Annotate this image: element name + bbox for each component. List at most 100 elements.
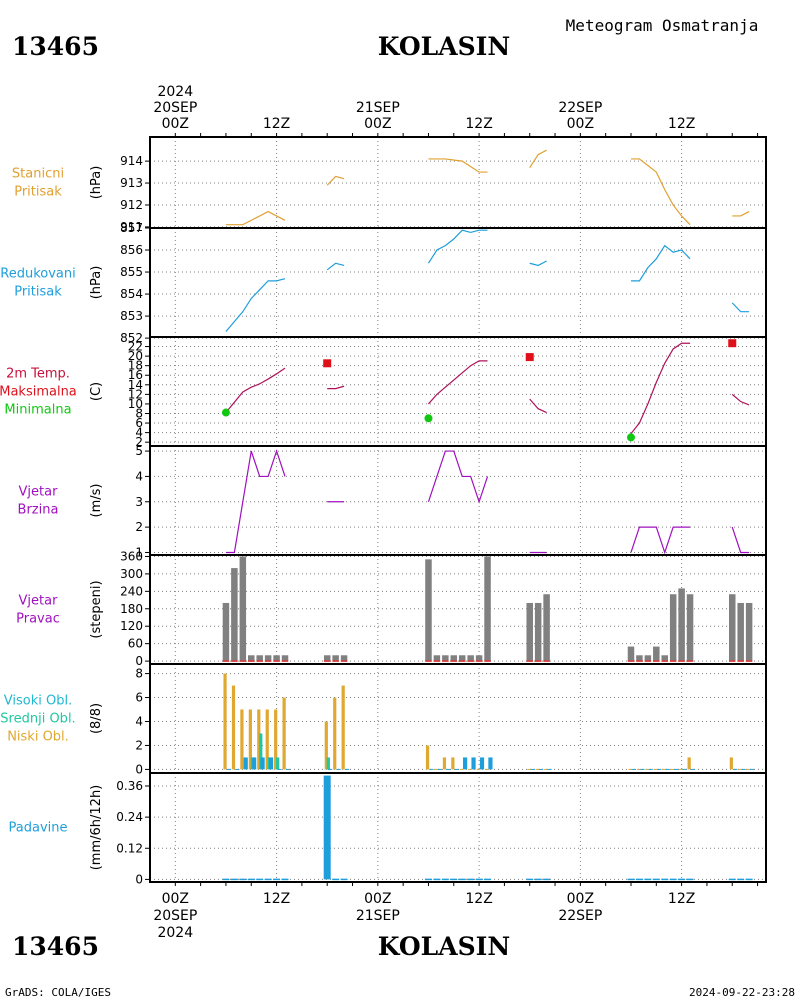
series-line bbox=[732, 211, 750, 217]
high-cloud-bar bbox=[471, 757, 476, 770]
panel-precipitation: 0 0.12 0.24 0.36 (mm/6h/12h) Padavine bbox=[9, 772, 767, 886]
panel-label: 2m Temp. bbox=[6, 367, 70, 382]
direction-bar bbox=[222, 602, 230, 662]
y-tick-label: 360 bbox=[120, 549, 143, 563]
direction-bar bbox=[425, 559, 432, 662]
top-date-label: 20SEP bbox=[153, 100, 197, 116]
top-time-tick-label: 12Z bbox=[465, 116, 492, 132]
top-date-label: 2024 bbox=[157, 84, 193, 100]
y-tick-label: 4 bbox=[135, 469, 143, 483]
series-line bbox=[428, 360, 488, 405]
y-tick-label: 912 bbox=[120, 198, 143, 212]
series-line bbox=[731, 393, 750, 406]
panel-label: Pravac bbox=[16, 612, 60, 627]
chart-subtitle: Meteogram Osmatranja bbox=[566, 16, 759, 35]
direction-bar bbox=[745, 602, 753, 662]
y-tick-label: 18 bbox=[128, 359, 143, 373]
series-line bbox=[225, 367, 286, 413]
series-line bbox=[326, 262, 345, 271]
direction-bar bbox=[281, 655, 289, 662]
series-line bbox=[529, 398, 547, 414]
low-cloud-bar bbox=[687, 757, 691, 770]
panel-reduced_pressure: 852 853 854 855 856 857 (hPa) Redukovani Pritisa… bbox=[0, 221, 767, 345]
top-time-tick-label: 12Z bbox=[263, 116, 290, 132]
tmax-marker bbox=[525, 353, 534, 362]
y-tick-label: 240 bbox=[120, 584, 143, 598]
low-cloud-bar bbox=[257, 709, 261, 770]
direction-bar bbox=[450, 655, 458, 662]
precip-bar bbox=[323, 775, 331, 880]
y-tick-label: 12 bbox=[128, 387, 143, 401]
panel-station_pressure: 911 912 913 914 (hPa) Stanicni Pritisak bbox=[12, 136, 767, 234]
y-unit-label: (8/8) bbox=[89, 703, 104, 734]
bottom-date-label: 2024 bbox=[157, 925, 193, 941]
bottom-date-label: 21SEP bbox=[356, 908, 400, 924]
y-tick-label: 4 bbox=[135, 714, 143, 728]
series-line bbox=[630, 244, 691, 282]
direction-bar bbox=[543, 594, 550, 662]
y-unit-label: (mm/6h/12h) bbox=[89, 785, 104, 871]
direction-bar bbox=[669, 594, 677, 662]
low-cloud-bar bbox=[231, 685, 236, 770]
y-tick-label: 0.12 bbox=[116, 841, 143, 855]
direction-bar bbox=[661, 655, 668, 662]
direction-bar bbox=[442, 655, 449, 662]
series-line bbox=[427, 450, 489, 504]
series-line bbox=[327, 385, 345, 390]
direction-bar bbox=[264, 655, 272, 662]
y-tick-label: 855 bbox=[120, 265, 143, 279]
series-line bbox=[630, 526, 691, 555]
y-tick-label: 4 bbox=[135, 426, 143, 440]
low-cloud-bar bbox=[333, 697, 337, 770]
direction-bar bbox=[475, 655, 483, 662]
top-time-tick-label: 00Z bbox=[162, 116, 189, 132]
direction-bar bbox=[728, 594, 736, 662]
y-tick-label: 8 bbox=[135, 667, 143, 681]
bottom-date-label: 20SEP bbox=[153, 908, 197, 924]
panel-label: Srednji Obl. bbox=[0, 712, 75, 727]
panel-frame bbox=[149, 136, 767, 229]
high-cloud-bar bbox=[252, 757, 257, 770]
direction-bar bbox=[737, 602, 744, 662]
bottom-time-tick-label: 12Z bbox=[668, 891, 695, 907]
bottom-date-label: 22SEP bbox=[558, 908, 602, 924]
direction-bar bbox=[239, 556, 247, 662]
station-name-bottom: KOLASIN bbox=[378, 932, 510, 961]
series-line bbox=[731, 526, 750, 554]
low-cloud-bar bbox=[282, 697, 286, 770]
y-tick-label: 180 bbox=[120, 602, 143, 616]
panel-frame bbox=[149, 772, 767, 883]
direction-bar bbox=[433, 655, 441, 662]
y-unit-label: (hPa) bbox=[89, 266, 104, 300]
series-line bbox=[428, 158, 488, 173]
high-cloud-bar bbox=[260, 757, 265, 770]
credit-text: GrADS: COLA/IGES bbox=[5, 986, 111, 999]
low-cloud-bar bbox=[324, 721, 328, 770]
panel-label: Pritisak bbox=[14, 285, 62, 300]
direction-bar bbox=[340, 655, 348, 662]
direction-bar bbox=[231, 568, 238, 662]
high-cloud-bar bbox=[463, 757, 468, 770]
y-tick-label: 0.36 bbox=[116, 779, 143, 793]
panel-label: Visoki Obl. bbox=[4, 694, 72, 709]
low-cloud-bar bbox=[442, 757, 447, 770]
direction-bar bbox=[526, 602, 533, 662]
panel-wind_speed: 1 2 3 4 5 (m/s) Vjetar Brzina bbox=[18, 444, 767, 559]
y-tick-label: 913 bbox=[120, 176, 143, 190]
y-tick-label: 0 bbox=[135, 872, 143, 886]
panel-frame bbox=[149, 336, 767, 447]
series-line bbox=[225, 449, 286, 554]
bottom-time-tick-label: 12Z bbox=[263, 891, 290, 907]
y-tick-label: 8 bbox=[135, 406, 143, 420]
y-unit-label: (m/s) bbox=[89, 484, 104, 518]
y-tick-label: 0 bbox=[135, 654, 143, 668]
high-cloud-bar bbox=[243, 757, 248, 770]
station-id-bottom: 13465 bbox=[12, 932, 99, 961]
direction-bar bbox=[467, 655, 474, 662]
y-tick-label: 857 bbox=[120, 221, 143, 235]
panel-label: Minimalna bbox=[4, 403, 71, 418]
direction-bar bbox=[458, 655, 466, 662]
bottom-time-tick-label: 00Z bbox=[364, 891, 391, 907]
top-time-tick-label: 00Z bbox=[364, 116, 391, 132]
